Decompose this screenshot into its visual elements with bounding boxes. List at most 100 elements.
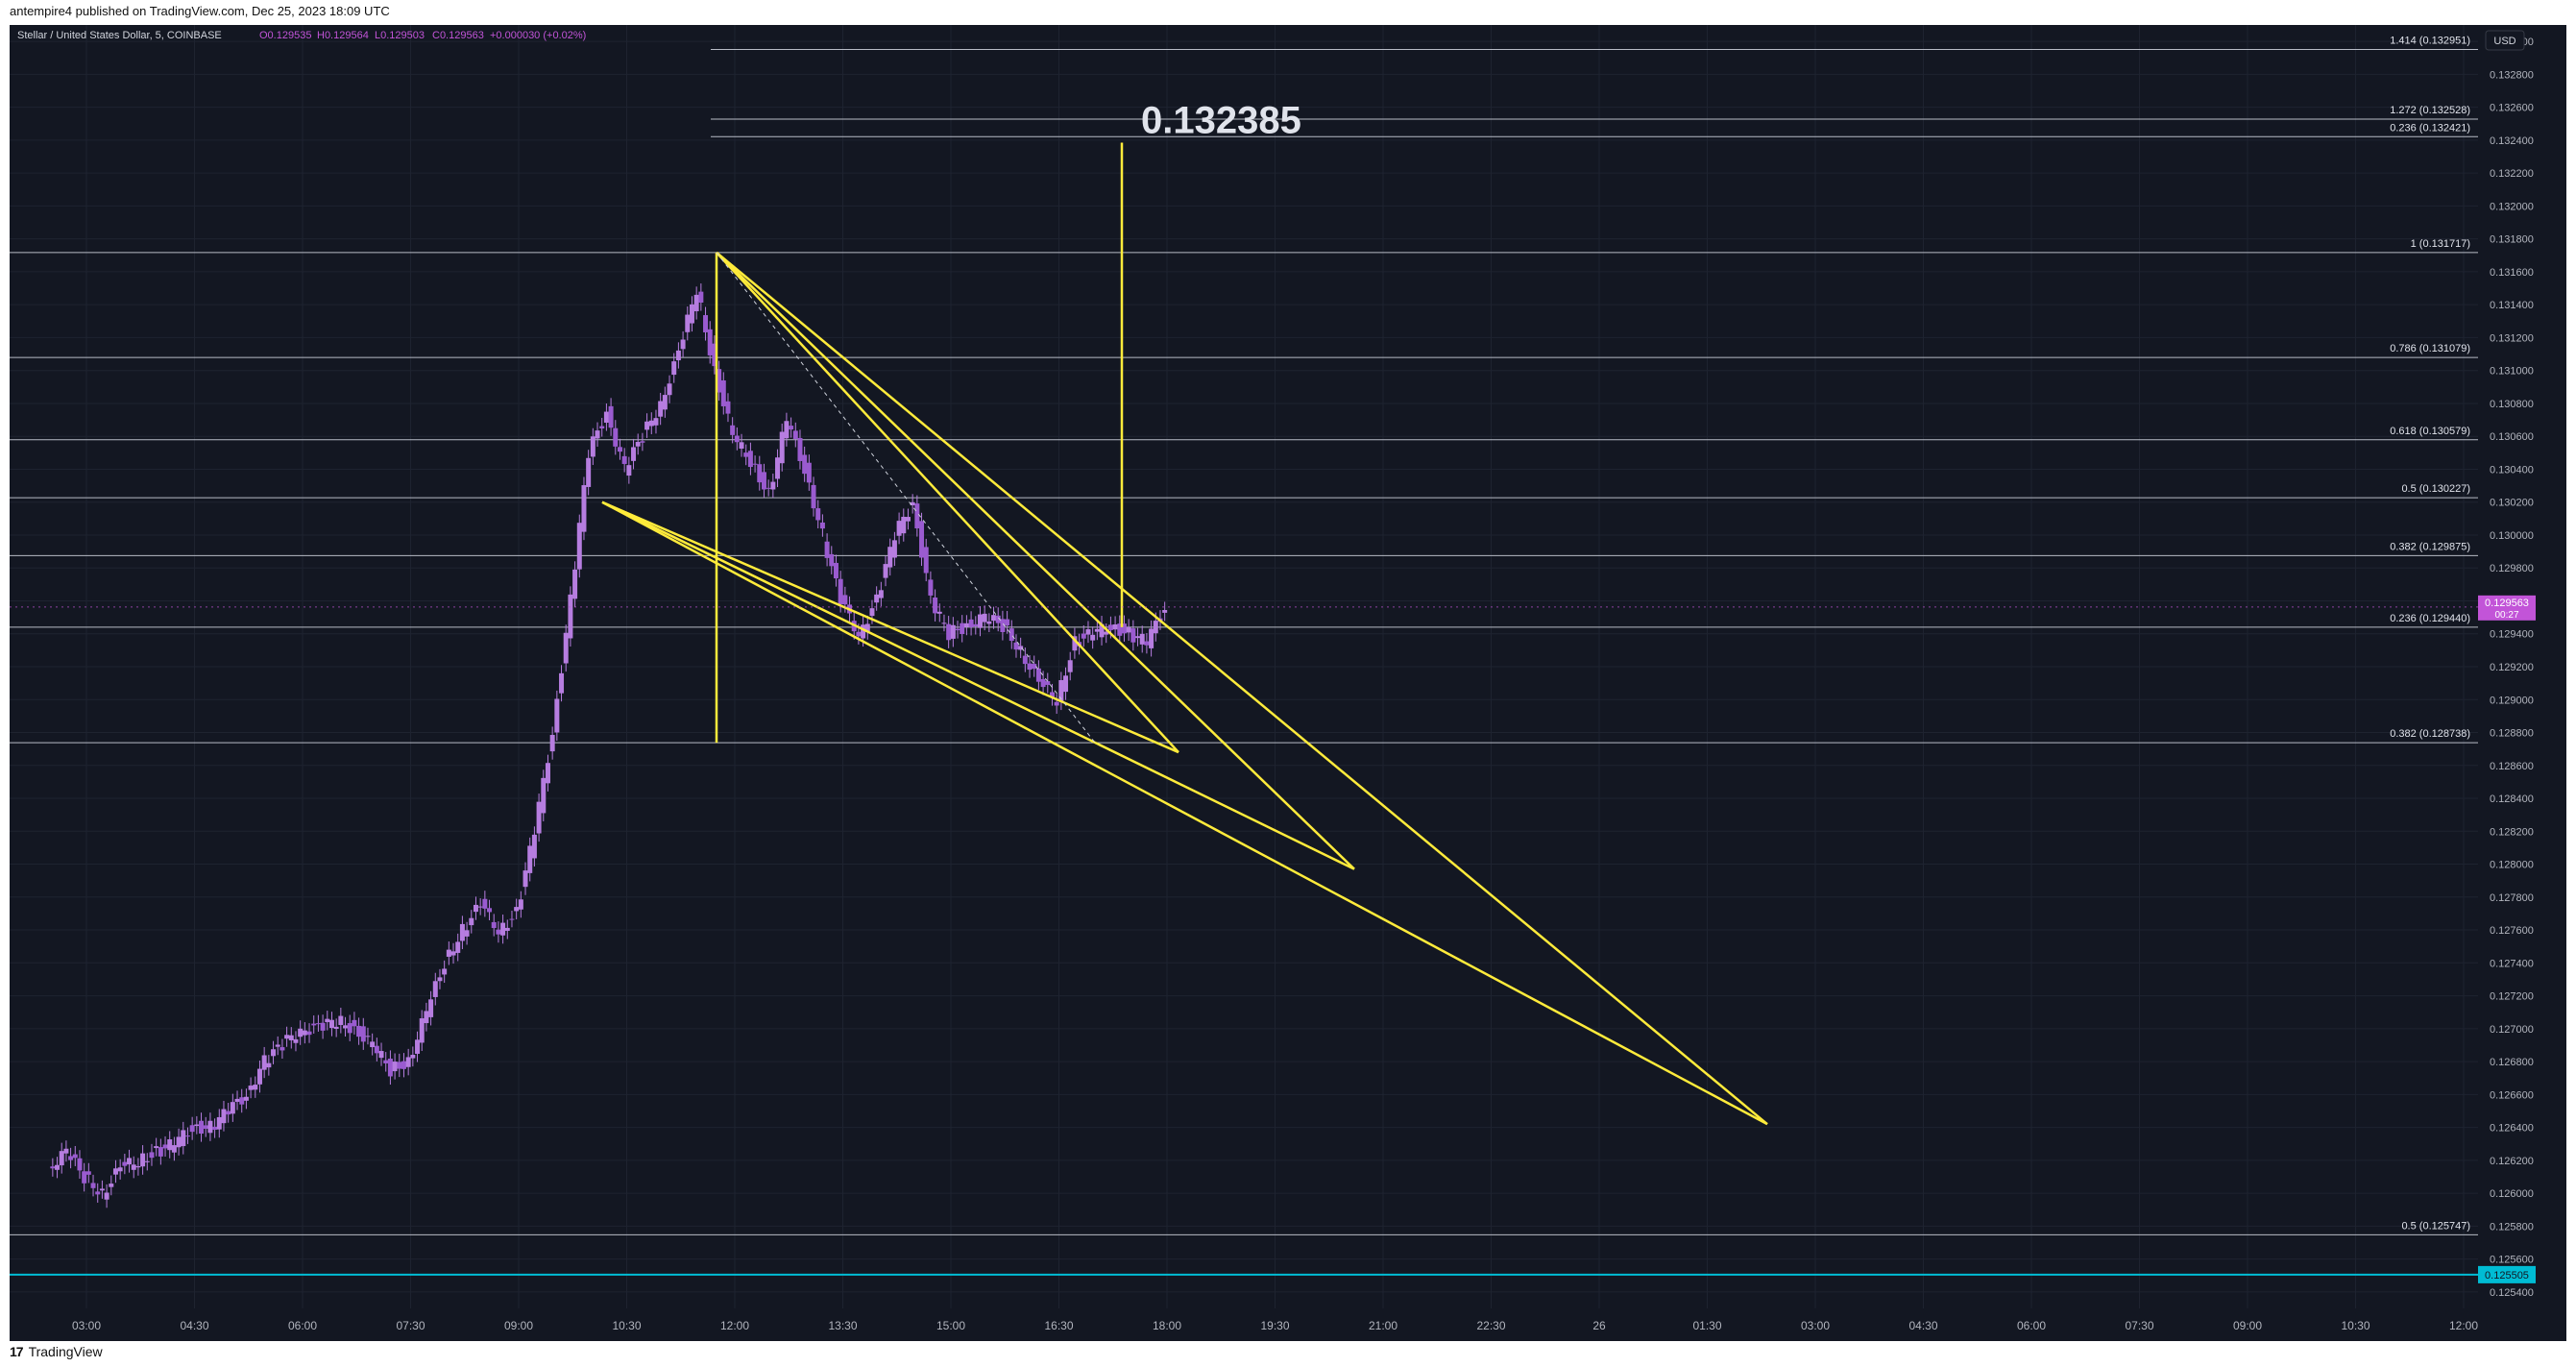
price-axis-tick: 0.132600 bbox=[2490, 103, 2534, 114]
price-axis-tick: 0.126800 bbox=[2490, 1057, 2534, 1068]
candle-body bbox=[522, 870, 528, 888]
candle-body bbox=[261, 1055, 267, 1070]
candle-body bbox=[717, 369, 722, 393]
candle-body bbox=[104, 1192, 109, 1200]
candle-body bbox=[378, 1051, 384, 1059]
candle-body bbox=[1112, 623, 1118, 630]
chart-high: H0.129564 bbox=[317, 30, 369, 41]
candle-body bbox=[991, 615, 997, 622]
candle-body bbox=[815, 508, 821, 521]
candle-body bbox=[162, 1144, 168, 1149]
candle-body bbox=[1099, 623, 1105, 638]
candle-body bbox=[392, 1062, 398, 1072]
candle-body bbox=[946, 623, 952, 641]
candle-body bbox=[356, 1025, 362, 1037]
price-axis-tick: 0.130400 bbox=[2490, 464, 2534, 476]
candle-body bbox=[703, 315, 709, 332]
candle-body bbox=[861, 624, 866, 639]
candle-body bbox=[761, 472, 766, 490]
candle-body bbox=[757, 464, 763, 483]
price-axis-tick: 0.131000 bbox=[2490, 366, 2534, 378]
candle-body bbox=[819, 522, 825, 529]
fib-label: 0.236 (0.132421) bbox=[2390, 122, 2470, 134]
candle-body bbox=[504, 927, 510, 931]
footer: 17 TradingView bbox=[10, 1344, 103, 1359]
candle-body bbox=[1032, 664, 1037, 670]
candle-body bbox=[1063, 675, 1069, 693]
fib-label: 1.414 (0.132951) bbox=[2390, 36, 2470, 47]
candle-body bbox=[230, 1102, 235, 1114]
chart-change: +0.000030 (+0.02%) bbox=[490, 30, 586, 41]
candle-body bbox=[640, 441, 645, 443]
candle-body bbox=[1117, 623, 1123, 636]
candle-body bbox=[883, 564, 888, 578]
candle-body bbox=[928, 579, 934, 596]
candle-body bbox=[1126, 626, 1131, 633]
candle-body bbox=[360, 1026, 366, 1042]
candle-body bbox=[802, 454, 808, 475]
time-axis-tick: 07:30 bbox=[2125, 1319, 2153, 1332]
candle-body bbox=[298, 1028, 304, 1037]
price-axis-tick: 0.131200 bbox=[2490, 332, 2534, 344]
time-axis-tick: 01:30 bbox=[1692, 1319, 1721, 1332]
candle-body bbox=[1149, 628, 1154, 648]
candle-body bbox=[207, 1120, 213, 1134]
chart-open: O0.129535 bbox=[259, 30, 311, 41]
candle-body bbox=[752, 463, 758, 465]
candle-body bbox=[171, 1145, 177, 1153]
price-axis-tick: 0.129000 bbox=[2490, 695, 2534, 706]
candle-body bbox=[338, 1015, 344, 1025]
candle-body bbox=[189, 1125, 195, 1133]
price-axis-tick: 0.127600 bbox=[2490, 925, 2534, 937]
candle-body bbox=[320, 1022, 326, 1031]
price-axis-tick: 0.126000 bbox=[2490, 1188, 2534, 1200]
candle-body bbox=[775, 457, 781, 479]
candle-body bbox=[514, 907, 520, 912]
candle-body bbox=[982, 613, 987, 622]
time-axis-tick: 18:00 bbox=[1153, 1319, 1181, 1332]
price-axis-tick: 0.126200 bbox=[2490, 1156, 2534, 1167]
price-axis-tick: 0.125400 bbox=[2490, 1287, 2534, 1299]
candle-body bbox=[284, 1035, 290, 1039]
candle-body bbox=[365, 1036, 371, 1037]
candle-body bbox=[878, 590, 884, 598]
candle-body bbox=[549, 735, 555, 752]
candle-body bbox=[563, 632, 569, 664]
candle-body bbox=[149, 1152, 155, 1159]
candle-body bbox=[410, 1054, 416, 1059]
candle-body bbox=[234, 1098, 240, 1102]
candle-body bbox=[63, 1148, 69, 1154]
current-price-value: 0.129563 bbox=[2485, 598, 2529, 609]
candle-body bbox=[333, 1026, 339, 1029]
candle-body bbox=[271, 1049, 277, 1057]
candle-body bbox=[477, 906, 483, 908]
candle-body bbox=[770, 481, 776, 490]
candle-body bbox=[374, 1045, 379, 1054]
candle-body bbox=[253, 1085, 258, 1090]
candle-body bbox=[1153, 621, 1158, 634]
candle-body bbox=[644, 421, 650, 430]
chart-canvas[interactable]: 1.414 (0.132951) 1.272 (0.132528) 0.236 (0… bbox=[10, 25, 2566, 1341]
candle-body bbox=[536, 801, 542, 834]
candle-body bbox=[1018, 646, 1024, 650]
candle-body bbox=[910, 501, 915, 506]
candle-body bbox=[184, 1135, 190, 1137]
wedge-upper-line-1 bbox=[716, 252, 1179, 753]
footer-brand[interactable]: TradingView bbox=[28, 1344, 103, 1359]
currency-button bbox=[2485, 30, 2525, 51]
candle-body bbox=[806, 462, 812, 483]
candle-body bbox=[603, 411, 609, 424]
candle-body bbox=[631, 447, 637, 461]
candle-body bbox=[824, 541, 830, 558]
candle-body bbox=[1144, 641, 1150, 646]
candle-body bbox=[1009, 628, 1014, 642]
candle-body bbox=[779, 431, 785, 464]
candle-body bbox=[680, 339, 686, 350]
price-axis-tick: 0.128000 bbox=[2490, 860, 2534, 871]
candle-body bbox=[352, 1019, 357, 1027]
candle-body bbox=[617, 447, 622, 452]
candle-body bbox=[595, 430, 600, 439]
candle-body bbox=[1072, 636, 1078, 651]
time-axis-tick: 07:30 bbox=[396, 1319, 425, 1332]
price-axis-tick: 0.125600 bbox=[2490, 1255, 2534, 1266]
